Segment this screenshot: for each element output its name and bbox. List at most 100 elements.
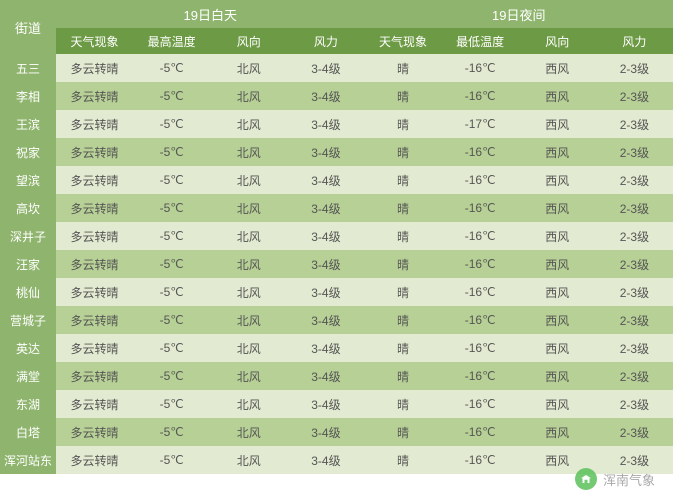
cell-day-wind-force: 3-4级 [287,334,364,362]
cell-day-phenomenon: 多云转晴 [56,54,133,82]
cell-day-wind-force: 3-4级 [287,390,364,418]
cell-day-phenomenon: 多云转晴 [56,138,133,166]
cell-night-wind-force: 2-3级 [596,334,673,362]
cell-night-phenomenon: 晴 [365,446,442,474]
col-header-high-temp: 最高温度 [133,28,210,54]
cell-day-phenomenon: 多云转晴 [56,222,133,250]
cell-day-wind-dir: 北风 [210,306,287,334]
cell-day-phenomenon: 多云转晴 [56,250,133,278]
table-row: 望滨多云转晴-5℃北风3-4级晴-16℃西风2-3级 [0,166,673,194]
col-header-night-wind-force: 风力 [596,28,673,54]
cell-day-wind-dir: 北风 [210,138,287,166]
cell-day-phenomenon: 多云转晴 [56,110,133,138]
cell-night-wind-force: 2-3级 [596,138,673,166]
cell-day-wind-dir: 北风 [210,82,287,110]
cell-low-temp: -16℃ [442,82,519,110]
cell-day-wind-dir: 北风 [210,362,287,390]
cell-high-temp: -5℃ [133,194,210,222]
cell-low-temp: -16℃ [442,334,519,362]
cell-night-wind-dir: 西风 [519,166,596,194]
cell-street: 浑河站东 [0,446,56,474]
cell-day-wind-force: 3-4级 [287,82,364,110]
col-header-day-wind-force: 风力 [287,28,364,54]
table-row: 高坎多云转晴-5℃北风3-4级晴-16℃西风2-3级 [0,194,673,222]
cell-street: 白塔 [0,418,56,446]
cell-street: 满堂 [0,362,56,390]
cell-street: 营城子 [0,306,56,334]
cell-high-temp: -5℃ [133,250,210,278]
cell-day-phenomenon: 多云转晴 [56,82,133,110]
table-row: 桃仙多云转晴-5℃北风3-4级晴-16℃西风2-3级 [0,278,673,306]
cell-night-wind-force: 2-3级 [596,194,673,222]
cell-high-temp: -5℃ [133,222,210,250]
table-row: 白塔多云转晴-5℃北风3-4级晴-16℃西风2-3级 [0,418,673,446]
wechat-icon [575,468,597,490]
cell-day-wind-force: 3-4级 [287,362,364,390]
cell-low-temp: -17℃ [442,110,519,138]
cell-night-wind-force: 2-3级 [596,362,673,390]
cell-day-wind-force: 3-4级 [287,110,364,138]
table-row: 王滨多云转晴-5℃北风3-4级晴-17℃西风2-3级 [0,110,673,138]
cell-street: 五三 [0,54,56,82]
cell-street: 深井子 [0,222,56,250]
cell-day-phenomenon: 多云转晴 [56,418,133,446]
cell-high-temp: -5℃ [133,390,210,418]
cell-night-phenomenon: 晴 [365,222,442,250]
cell-low-temp: -16℃ [442,418,519,446]
cell-day-wind-force: 3-4级 [287,306,364,334]
cell-day-wind-force: 3-4级 [287,166,364,194]
cell-street: 汪家 [0,250,56,278]
cell-night-wind-force: 2-3级 [596,278,673,306]
cell-night-wind-force: 2-3级 [596,390,673,418]
table-row: 李相多云转晴-5℃北风3-4级晴-16℃西风2-3级 [0,82,673,110]
cell-day-wind-force: 3-4级 [287,222,364,250]
cell-night-wind-dir: 西风 [519,306,596,334]
weather-table: 街道 19日白天 19日夜间 天气现象 最高温度 风向 风力 天气现象 最低温度… [0,0,673,474]
cell-street: 东湖 [0,390,56,418]
cell-low-temp: -16℃ [442,250,519,278]
table-row: 浑河站东多云转晴-5℃北风3-4级晴-16℃西风2-3级 [0,446,673,474]
cell-day-wind-dir: 北风 [210,222,287,250]
cell-day-wind-force: 3-4级 [287,54,364,82]
cell-low-temp: -16℃ [442,54,519,82]
cell-night-wind-force: 2-3级 [596,222,673,250]
cell-day-wind-force: 3-4级 [287,278,364,306]
cell-day-wind-dir: 北风 [210,166,287,194]
cell-low-temp: -16℃ [442,222,519,250]
cell-night-wind-force: 2-3级 [596,54,673,82]
watermark: 浑南气象 [575,468,655,490]
cell-day-phenomenon: 多云转晴 [56,334,133,362]
cell-high-temp: -5℃ [133,110,210,138]
table-row: 祝家多云转晴-5℃北风3-4级晴-16℃西风2-3级 [0,138,673,166]
cell-night-phenomenon: 晴 [365,334,442,362]
cell-night-wind-dir: 西风 [519,334,596,362]
cell-night-wind-dir: 西风 [519,278,596,306]
cell-day-phenomenon: 多云转晴 [56,194,133,222]
cell-street: 祝家 [0,138,56,166]
cell-night-phenomenon: 晴 [365,362,442,390]
cell-day-wind-force: 3-4级 [287,194,364,222]
cell-night-wind-dir: 西风 [519,82,596,110]
cell-high-temp: -5℃ [133,166,210,194]
table-row: 营城子多云转晴-5℃北风3-4级晴-16℃西风2-3级 [0,306,673,334]
cell-night-phenomenon: 晴 [365,278,442,306]
cell-low-temp: -16℃ [442,138,519,166]
cell-street: 望滨 [0,166,56,194]
cell-night-wind-dir: 西风 [519,390,596,418]
cell-high-temp: -5℃ [133,418,210,446]
cell-night-wind-force: 2-3级 [596,110,673,138]
cell-day-wind-dir: 北风 [210,446,287,474]
cell-night-phenomenon: 晴 [365,166,442,194]
cell-street: 高坎 [0,194,56,222]
cell-high-temp: -5℃ [133,82,210,110]
cell-street: 英达 [0,334,56,362]
cell-day-wind-dir: 北风 [210,390,287,418]
cell-street: 李相 [0,82,56,110]
col-header-low-temp: 最低温度 [442,28,519,54]
cell-night-wind-dir: 西风 [519,362,596,390]
col-group-night: 19日夜间 [365,0,673,28]
cell-night-phenomenon: 晴 [365,194,442,222]
cell-night-phenomenon: 晴 [365,110,442,138]
cell-day-phenomenon: 多云转晴 [56,278,133,306]
cell-day-phenomenon: 多云转晴 [56,166,133,194]
